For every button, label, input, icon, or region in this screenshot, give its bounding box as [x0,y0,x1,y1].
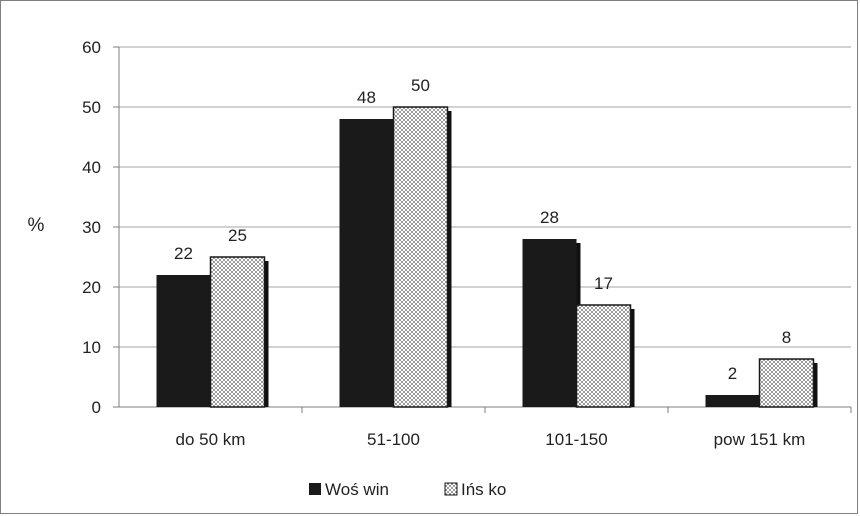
legend: Woś win Ińs ko [309,480,506,499]
y-tick-label: 60 [82,38,101,57]
bar-insko [392,106,449,408]
y-tick-label: 0 [92,398,101,417]
y-tick-label: 10 [82,338,101,357]
bar-woswin [156,275,211,407]
data-label: 25 [228,226,247,245]
bar-insko [758,358,815,408]
bar-woswin [705,395,760,407]
y-tick-label: 50 [82,98,101,117]
x-tick-label: do 50 km [176,430,246,449]
y-tick-label: 40 [82,158,101,177]
legend-swatch-insko [444,482,458,496]
bar-woswin [522,239,577,407]
legend-label-woswin: Woś win [325,480,389,499]
x-tick-label: 51-100 [367,430,420,449]
bar-insko [575,304,632,408]
legend-label-insko: Ińs ko [461,480,506,499]
x-tick-label: 101-150 [545,430,607,449]
y-tick-label: 30 [82,218,101,237]
data-label: 50 [411,76,430,95]
data-label: 28 [540,208,559,227]
bar-woswin [339,119,394,407]
bars [156,106,818,408]
data-label: 8 [782,328,791,347]
bar-insko [209,256,266,408]
x-tick-label: pow 151 km [714,430,806,449]
legend-swatch-woswin [309,483,321,495]
y-axis-label: % [28,215,45,236]
data-label: 48 [357,88,376,107]
data-label: 22 [174,244,193,263]
y-tick-label: 20 [82,278,101,297]
data-label: 17 [594,274,613,293]
data-label: 2 [728,364,737,383]
